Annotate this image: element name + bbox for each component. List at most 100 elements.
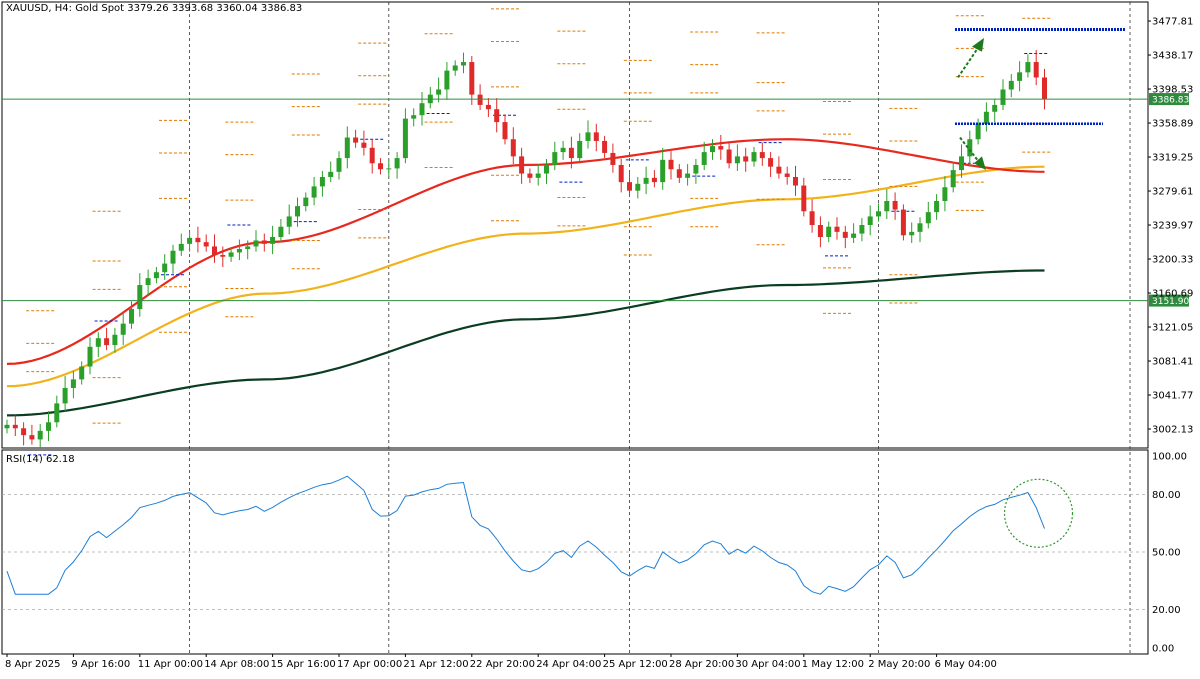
candle-body [627,182,632,191]
candle-body [668,159,674,170]
candle-body [876,211,881,217]
candle-body [212,246,217,256]
x-tick-label: 15 Apr 16:00 [271,659,336,670]
candle-body [851,233,857,238]
y-tick-label: 3319.25 [1152,153,1193,164]
candle-body [104,338,110,346]
candle-body [784,173,790,177]
candle-body [452,65,458,71]
y-tick-label: 3358.89 [1152,119,1193,130]
candle-body [187,237,193,244]
candle-body [793,176,798,186]
candle-body [618,164,624,183]
candle-body [817,225,823,238]
candle-body [1017,72,1023,81]
candle-body [228,252,234,257]
candle-body [743,156,749,162]
candle-body [859,225,865,234]
rsi-tick-label: 0.00 [1152,644,1174,655]
rsi-tick-label: 80.00 [1152,490,1181,501]
candle-body [759,152,765,159]
candle-body [734,156,740,164]
candle-body [826,226,832,238]
ohlc-readout: 3379.26 3393.68 3360.04 3386.83 [127,3,303,14]
candle-body [411,115,417,119]
candle-body [510,139,516,157]
candle-body [319,176,325,187]
candle-body [46,422,51,431]
candle-body [1025,62,1031,73]
rsi-tick-label: 100.00 [1152,452,1187,463]
candle-body [950,170,956,188]
candle-body [975,123,981,140]
x-tick-label: 8 Apr 2025 [5,659,60,670]
y-tick-label: 3279.61 [1152,187,1193,198]
candle-body [942,187,948,201]
candle-body [685,173,691,178]
candle-body [419,103,425,116]
candle-body [361,142,367,148]
up-arrow-shaft [957,44,981,79]
candle-body [95,338,101,347]
ma-slow-line [6,269,1045,417]
candle-body [286,216,292,227]
candle-body [992,104,998,112]
candle-body [444,70,450,90]
x-tick-label: 28 Apr 20:00 [669,659,734,670]
down-arrow-shaft [959,136,981,164]
candle-body [203,242,209,247]
candle-body [120,323,126,335]
candle-body [336,158,342,172]
candle-body [62,387,68,404]
candle-body [162,263,168,273]
y-tick-label: 3398.53 [1152,85,1193,96]
candle-body [593,132,599,141]
candle-body [676,169,682,178]
y-tick-label: 3477.81 [1152,17,1193,28]
candle-body [153,272,159,279]
candle-body [560,147,566,153]
candle-body [768,158,774,167]
candle-body [261,240,267,244]
candle-body [892,200,898,210]
candle-body [884,200,890,212]
x-tick-label: 14 Apr 08:00 [204,659,269,670]
candle-body [535,173,541,178]
candle-body [386,168,392,170]
candle-body [70,379,76,388]
x-tick-label: 30 Apr 04:00 [735,659,800,670]
candle-body [959,156,964,171]
candle-body [87,346,93,367]
candle-body [344,137,350,159]
candle-body [710,146,715,153]
candle-body [295,206,300,217]
candle-body [635,183,641,191]
candle-body [651,177,657,183]
y-tick-label: 3041.77 [1152,391,1193,402]
candle-body [477,94,483,105]
candle-body [568,147,574,159]
candle-body [29,435,35,440]
candle-body [867,216,873,225]
candle-body [1008,80,1014,90]
candle-body [585,132,591,141]
rsi-header: RSI(14) 62.18 [6,454,75,465]
candle-body [502,122,508,140]
candle-body [660,159,666,183]
candle-body [378,163,383,170]
candle-body [129,309,134,324]
candle-body [54,403,60,423]
price-tag-label: 3151.90 [1152,297,1189,307]
up-arrow-icon [972,38,984,52]
candle-body [577,140,583,159]
price-tag-box [1149,93,1189,106]
y-tick-label: 3200.33 [1152,255,1193,266]
symbol-label: XAUUSD, H4: [6,3,72,14]
candle-body [270,237,276,244]
candle-body [112,334,118,346]
down-arrow-icon [974,156,986,171]
candle-body [643,177,649,184]
candle-body [369,147,375,164]
candle-body [925,212,931,224]
